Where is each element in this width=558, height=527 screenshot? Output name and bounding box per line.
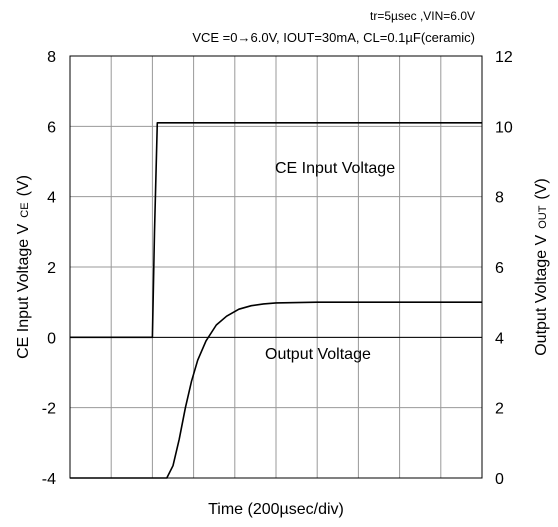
y-axis-label-left-unit: (V) bbox=[15, 175, 32, 196]
y-tick-label-right: 2 bbox=[495, 401, 504, 418]
output-voltage-line bbox=[70, 301, 482, 479]
axis-ticks: 8 6 4 2 0 -2 -4 12 10 8 6 4 2 0 bbox=[42, 49, 513, 488]
y-tick-label-left: 8 bbox=[47, 49, 56, 66]
grid bbox=[70, 56, 482, 478]
y-tick-label-right: 0 bbox=[495, 471, 504, 488]
y-axis-label-left-sub: CE bbox=[19, 202, 31, 217]
y-axis-label-left-main: CE Input Voltage V bbox=[15, 223, 32, 359]
conditions-line-1: tr=5µsec ,VIN=6.0V bbox=[370, 9, 475, 23]
x-axis-label: Time (200µsec/div) bbox=[208, 501, 344, 518]
y-tick-label-left: 0 bbox=[47, 330, 56, 347]
plot-frame bbox=[69, 55, 483, 479]
y-tick-label-right: 8 bbox=[495, 190, 504, 207]
ce-input-voltage-line bbox=[70, 122, 482, 339]
y-tick-label-left: 4 bbox=[47, 190, 56, 207]
y-tick-label-right: 10 bbox=[495, 119, 513, 136]
y-tick-label-right: 4 bbox=[495, 330, 504, 347]
y-axis-label-left: CE Input Voltage V CE (V) bbox=[15, 175, 32, 359]
series-label-output: Output Voltage bbox=[265, 346, 371, 363]
y-tick-label-left: -4 bbox=[42, 471, 56, 488]
y-tick-label-right: 6 bbox=[495, 260, 504, 277]
y-axis-label-right-unit: (V) bbox=[533, 178, 550, 199]
series-label-ce-input: CE Input Voltage bbox=[275, 160, 395, 177]
series-group bbox=[70, 122, 482, 479]
conditions-line-2: VCE =0→6.0V, IOUT=30mA, CL=0.1µF(ceramic… bbox=[192, 30, 475, 45]
y-tick-label-left: 6 bbox=[47, 119, 56, 136]
y-tick-label-left: -2 bbox=[42, 401, 56, 418]
y-axis-label-right: Output Voltage V OUT (V) bbox=[533, 178, 550, 356]
y-axis-label-right-sub: OUT bbox=[537, 205, 549, 229]
y-axis-label-right-main: Output Voltage V bbox=[533, 234, 550, 355]
y-tick-label-left: 2 bbox=[47, 260, 56, 277]
y-tick-label-right: 12 bbox=[495, 49, 513, 66]
